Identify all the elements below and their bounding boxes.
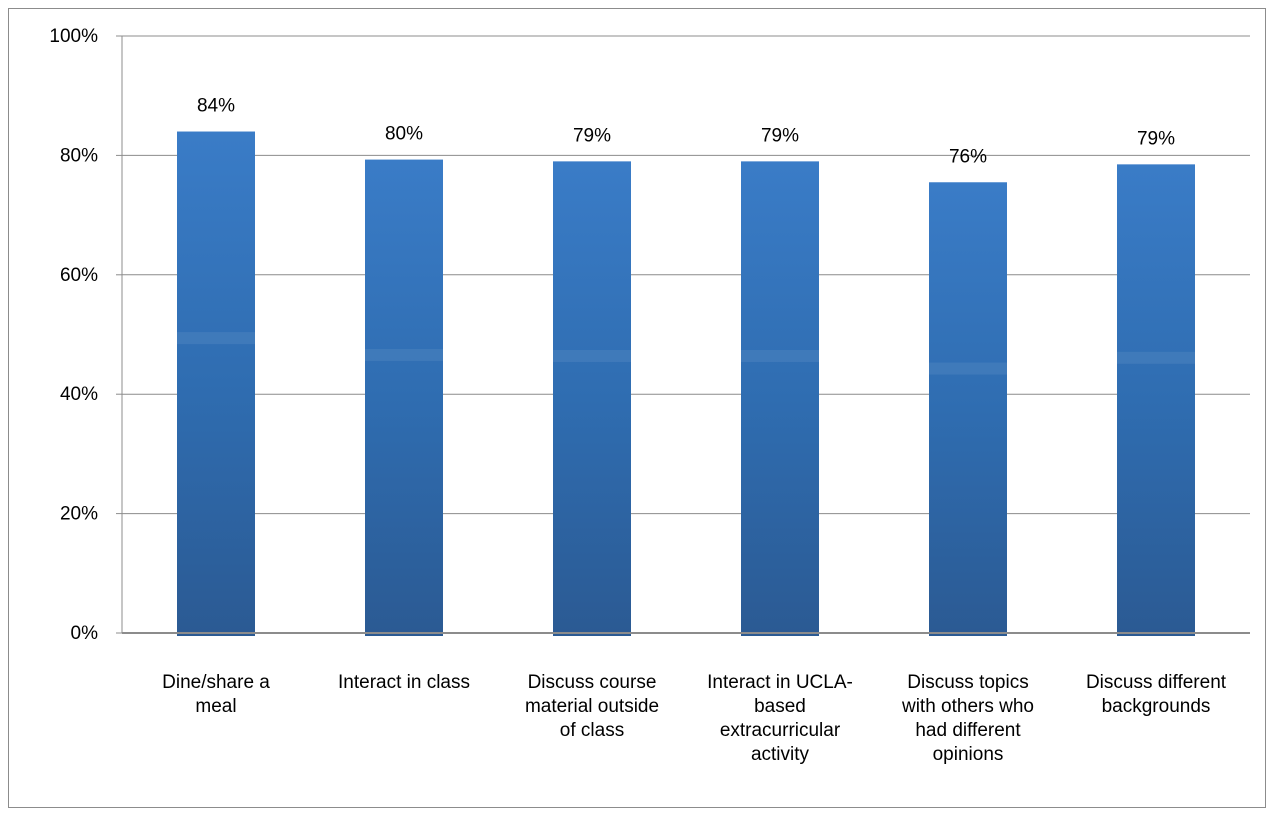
y-tick-label: 40% (60, 384, 98, 405)
bars (177, 131, 1195, 637)
data-label: 79% (1137, 128, 1175, 149)
y-tick-label: 60% (60, 265, 98, 286)
data-label: 76% (949, 146, 987, 167)
category-label: Discuss topics with others who had differe… (901, 672, 1034, 765)
data-label: 80% (385, 124, 423, 145)
data-label: 84% (197, 96, 235, 117)
data-label: 79% (761, 125, 799, 146)
bar-highlight (365, 348, 443, 361)
bar (365, 159, 443, 637)
category-label-line: Discuss course (528, 672, 657, 693)
category-label-line: had different (915, 720, 1021, 741)
category-label: Discuss different backgrounds (1086, 672, 1227, 717)
y-tick-label: 20% (60, 504, 98, 525)
category-label-line: Discuss different (1086, 672, 1227, 693)
bar-highlight (741, 350, 819, 363)
bar (553, 161, 631, 636)
bar (1117, 164, 1195, 637)
category-label-line: of class (560, 720, 624, 741)
category-label: Interact in class (338, 672, 470, 693)
category-label-line: extracurricular (720, 720, 841, 741)
bar-highlight (553, 350, 631, 363)
y-tick-label: 0% (71, 623, 99, 644)
category-label: Dine/share a meal (162, 672, 270, 717)
bar (929, 182, 1007, 636)
category-label-line: opinions (933, 744, 1004, 765)
bar-highlight (929, 362, 1007, 375)
bar-highlight (1117, 351, 1195, 364)
category-label-line: based (754, 696, 806, 717)
category-label-line: Interact in class (338, 672, 470, 693)
category-label: Discuss course material outside of class (525, 672, 659, 741)
labels: 0% 20% 40% 60% 80% 100% 84% Dine/share a meal 80%… (49, 26, 1226, 765)
category-label-line: Discuss topics (907, 672, 1028, 693)
axes (116, 35, 1250, 634)
category-label-line: Interact in UCLA- (707, 672, 853, 693)
category-label: Interact in UCLA-based extracurricular act… (707, 672, 853, 765)
category-label-line: backgrounds (1102, 696, 1211, 717)
y-tick-label: 80% (60, 145, 98, 166)
category-label-line: material outside (525, 696, 659, 717)
category-label-line: Dine/share a (162, 672, 270, 693)
bar (741, 161, 819, 636)
category-label-line: meal (195, 696, 236, 717)
y-tick-label: 100% (49, 26, 98, 47)
category-label-line: activity (751, 744, 810, 765)
gridlines (122, 35, 1250, 515)
bar-highlight (177, 332, 255, 345)
bar (177, 131, 255, 636)
category-label-line: with others who (901, 696, 1034, 717)
data-label: 79% (573, 125, 611, 146)
